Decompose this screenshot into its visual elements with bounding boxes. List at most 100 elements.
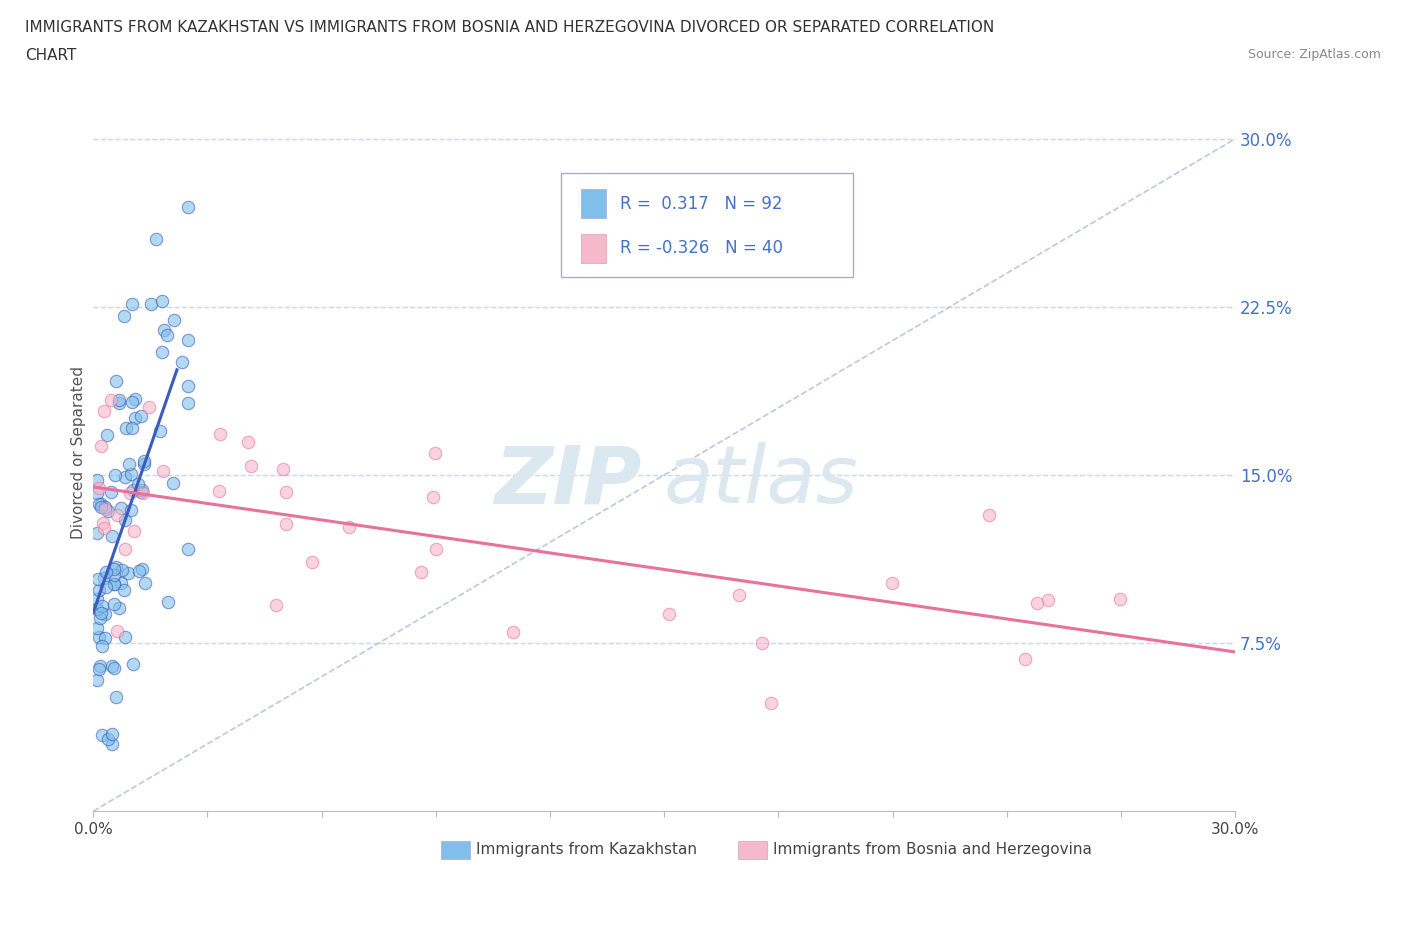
Point [502,624,524,639]
Point [658,606,681,621]
Text: IMMIGRANTS FROM KAZAKHSTAN VS IMMIGRANTS FROM BOSNIA AND HERZEGOVINA DIVORCED OR: IMMIGRANTS FROM KAZAKHSTAN VS IMMIGRANTS… [25,20,994,35]
Point [100,485,122,499]
Point [422,490,444,505]
Point [177,395,200,410]
Point [132,453,155,468]
Point [117,457,139,472]
Point [301,554,323,569]
Bar [441,842,470,859]
Point [103,661,125,676]
Point [120,467,142,482]
Point [86,672,108,687]
Point [129,408,152,423]
Point [90,499,112,514]
Point [103,597,125,612]
Point [97,732,120,747]
Point [91,599,114,614]
Point [96,565,118,579]
Point [112,308,135,323]
Point [751,635,773,650]
Point [86,486,108,501]
Point [139,297,162,312]
Point [94,631,117,645]
Point [728,588,751,603]
Text: atlas: atlas [664,443,859,520]
Point [107,395,129,410]
Point [103,577,125,591]
Point [129,485,152,499]
Point [1014,652,1036,667]
Point [124,392,146,406]
Point [86,620,108,635]
Point [112,582,135,597]
Point [274,485,297,499]
Text: Immigrants from Bosnia and Herzegovina: Immigrants from Bosnia and Herzegovina [773,842,1091,857]
Point [114,420,136,435]
Point [100,392,122,407]
Point [87,571,110,586]
Point [273,461,295,476]
Point [337,520,360,535]
Point [103,467,125,482]
Point [110,500,132,515]
Point [93,404,115,418]
Point [89,630,111,644]
Point [124,524,146,538]
Point [114,470,136,485]
Point [208,484,231,498]
Point [1026,596,1049,611]
Point [97,503,120,518]
Point [93,571,115,586]
Y-axis label: Divorced or Separated: Divorced or Separated [72,366,86,539]
Point [89,611,111,626]
Point [121,297,143,312]
Point [157,594,180,609]
Point [105,689,128,704]
Point [89,658,111,673]
Point [177,379,200,393]
Text: Immigrants from Kazakhstan: Immigrants from Kazakhstan [475,842,697,857]
Point [91,515,114,530]
Point [96,428,118,443]
Point [114,512,136,527]
Point [101,726,124,741]
Point [145,232,167,246]
Point [425,541,447,556]
Point [120,485,142,500]
Point [153,323,176,338]
Point [89,481,111,496]
Point [152,464,174,479]
Point [103,567,125,582]
Point [177,541,200,556]
Point [111,563,134,578]
FancyBboxPatch shape [561,173,852,277]
Point [121,420,143,435]
Point [110,576,132,591]
Point [150,344,173,359]
Point [150,293,173,308]
Point [149,423,172,438]
Bar [581,234,606,262]
Text: R =  0.317   N = 92: R = 0.317 N = 92 [620,194,782,213]
Point [156,328,179,343]
Point [122,482,145,497]
Point [89,497,111,512]
Point [94,501,117,516]
Point [104,373,127,388]
Point [134,576,156,591]
Point [425,445,447,460]
Point [177,332,200,347]
Point [238,435,260,450]
Point [114,630,136,644]
Point [170,354,193,369]
Point [117,565,139,580]
Point [759,696,782,711]
Point [90,439,112,454]
Point [90,605,112,620]
Text: CHART: CHART [25,48,77,63]
Point [276,517,298,532]
Point [105,508,128,523]
Point [266,598,288,613]
Point [131,562,153,577]
Point [120,503,142,518]
